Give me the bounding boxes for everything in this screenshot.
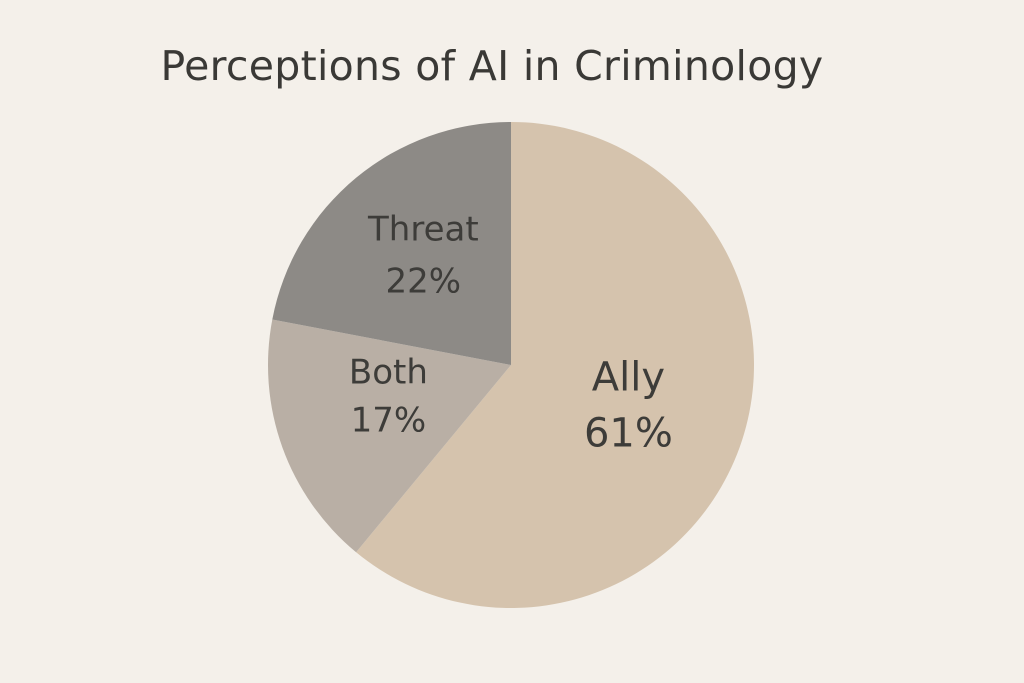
slice-label-both: Both [349,353,428,393]
slice-value-both: 17% [351,401,427,441]
chart-title: Perceptions of AI in Criminology [160,42,824,90]
slice-value-threat: 22% [386,262,462,302]
pie-slice-threat [272,122,511,365]
slice-label-ally: Ally [592,355,665,401]
pie-slice-both [268,319,511,553]
pie-labels: Ally 61% Both 17% Threat 22% [349,210,673,457]
slice-value-ally: 61% [584,411,673,457]
pie-slice-ally [356,122,754,608]
pie-slices [268,122,754,608]
slice-label-threat: Threat [367,210,479,250]
